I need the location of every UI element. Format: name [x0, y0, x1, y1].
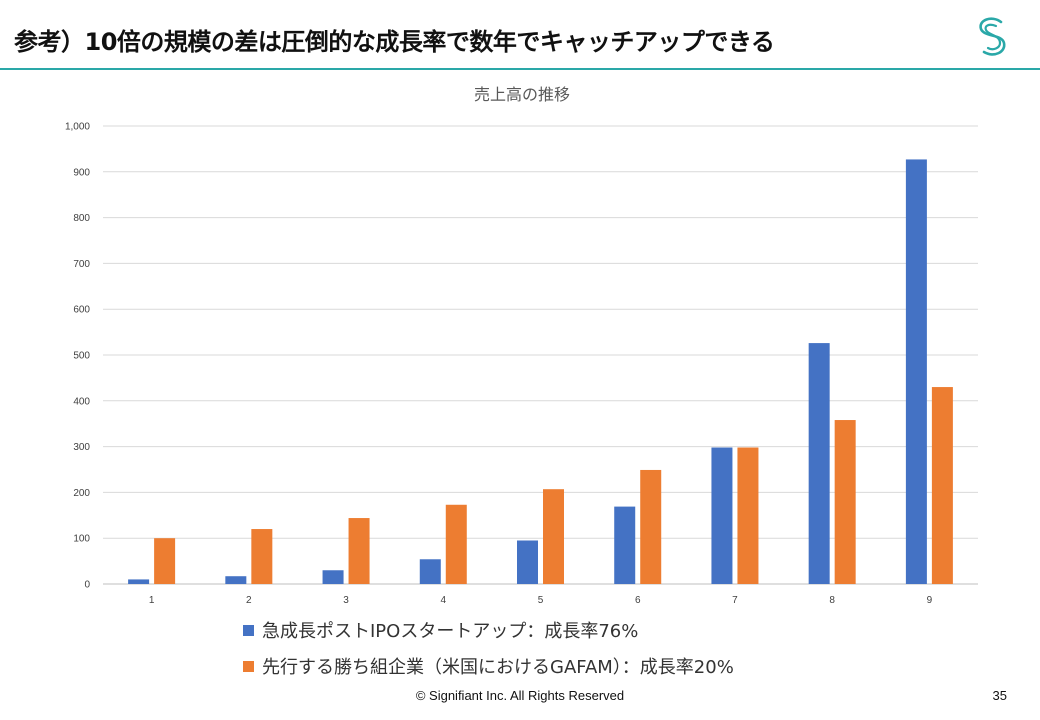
y-tick-label: 300: [73, 442, 90, 453]
bar-gafam-4: [445, 504, 467, 584]
legend-swatch-gafam: [243, 660, 254, 672]
bar-startup-3: [322, 570, 344, 584]
bar-gafam-1: [154, 538, 176, 584]
bar-startup-5: [517, 540, 538, 584]
bar-gafam-9: [931, 387, 953, 584]
bar-startup-2: [225, 576, 247, 584]
y-tick-label: 200: [73, 488, 90, 499]
y-tick-label: 0: [84, 580, 90, 591]
y-axis-ticks: 0 100 200 300 400 500 600 700 800 900 1,000: [65, 122, 90, 591]
y-tick-label: 900: [73, 167, 90, 178]
bar-gafam-3: [348, 518, 370, 584]
x-tick-label: 5: [538, 595, 544, 606]
y-tick-label: 800: [73, 213, 90, 224]
slide-title: 参考）10倍の規模の差は圧倒的な成長率で数年でキャッチアップできる: [14, 28, 775, 56]
x-tick-label: 1: [149, 595, 155, 606]
bar-gafam-2: [251, 529, 273, 584]
footer-copyright: © Signifiant Inc. All Rights Reserved: [415, 688, 625, 703]
x-tick-label: 6: [635, 595, 641, 606]
bar-gafam-5: [543, 489, 564, 584]
y-tick-label: 500: [73, 351, 90, 362]
bar-startup-9: [905, 159, 927, 584]
bar-startup-6: [614, 506, 636, 584]
y-tick-label: 600: [73, 305, 90, 316]
legend-label-startup: 急成長ポストIPOスタートアップ：成長率76%: [262, 621, 639, 642]
legend-item-startup: 急成長ポストIPOスタートアップ：成長率76%: [243, 617, 638, 643]
y-tick-label: 400: [73, 396, 90, 407]
bar-startup-8: [808, 343, 830, 584]
x-tick-label: 2: [246, 595, 252, 606]
x-axis-ticks: 1 2 3 4 5 6 7 8 9: [149, 595, 933, 606]
x-tick-label: 8: [829, 595, 835, 606]
bar-startup-1: [128, 579, 150, 584]
title-underline: [0, 68, 1040, 70]
y-tick-label: 700: [73, 259, 90, 270]
legend-label-gafam: 先行する勝ち組企業（米国におけるGAFAM）：成長率20%: [262, 657, 734, 678]
bar-startup-4: [419, 559, 441, 584]
revenue-bar-chart: 売上高の推移 0 100 200 300 400 500 600 700 800 900 1,000…: [65, 85, 978, 606]
y-tick-label: 1,000: [65, 122, 90, 133]
x-tick-label: 7: [732, 595, 738, 606]
y-tick-label: 100: [73, 534, 90, 545]
page-number: 35: [992, 688, 1007, 703]
bar-gafam-6: [640, 469, 662, 584]
legend-item-gafam: 先行する勝ち組企業（米国におけるGAFAM）：成長率20%: [243, 653, 734, 679]
signifiant-logo-icon: [979, 17, 1006, 56]
bar-gafam-7: [737, 447, 759, 584]
bar-gafam-8: [834, 420, 856, 584]
bars: [128, 159, 953, 584]
chart-title: 売上高の推移: [474, 85, 570, 104]
legend-swatch-startup: [243, 624, 254, 636]
gridlines: [103, 125, 978, 585]
x-tick-label: 3: [343, 595, 349, 606]
x-tick-label: 9: [927, 595, 933, 606]
x-tick-label: 4: [440, 595, 446, 606]
bar-startup-7: [711, 447, 733, 584]
